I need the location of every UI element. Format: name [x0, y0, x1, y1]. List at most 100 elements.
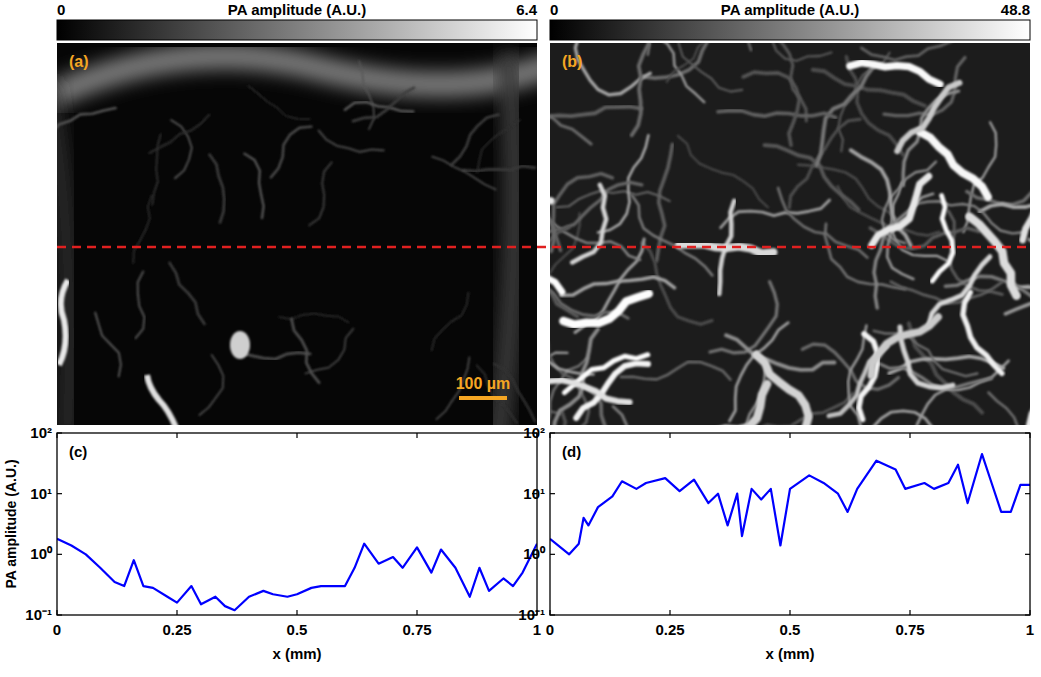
y-tick	[1025, 554, 1030, 555]
vessel-texture	[642, 243, 712, 325]
x-tick-label: 0.5	[780, 621, 801, 638]
y-tick-label: 10⁰	[30, 545, 53, 562]
image-texture	[147, 375, 177, 425]
vessel-texture	[678, 136, 768, 207]
vessel-texture	[171, 120, 192, 178]
vessel-texture	[920, 132, 988, 197]
y-tick	[550, 493, 555, 494]
vessel-texture	[850, 63, 940, 85]
vessel-texture	[679, 244, 773, 253]
vessel-texture	[240, 353, 310, 360]
vessel-texture	[550, 107, 641, 120]
vessel-texture	[149, 115, 209, 153]
y-tick-label: 10⁻¹	[25, 606, 52, 623]
scale-bar	[459, 396, 507, 400]
plot-background	[57, 433, 537, 615]
vessel-texture	[309, 162, 331, 225]
image-background	[57, 43, 537, 425]
profile-line-series	[57, 539, 537, 610]
y-tick-label: 10²	[523, 424, 545, 441]
colorbar-label: PA amplitude (A.U.)	[228, 1, 366, 18]
series-group	[57, 539, 537, 610]
vessel-texture	[871, 317, 938, 375]
vessel-texture	[752, 43, 831, 61]
vessel-texture	[305, 329, 353, 374]
x-tick	[416, 433, 417, 438]
vessel-texture	[872, 176, 929, 245]
scale-bar-label: 100 µm	[456, 375, 511, 392]
x-tick	[176, 610, 177, 615]
x-tick-label: 0.75	[402, 621, 431, 638]
x-axis-title: x (mm)	[272, 645, 321, 662]
x-tick-label: 0	[546, 621, 554, 638]
colorbar-tick-label: 48.8	[1001, 1, 1030, 18]
vessel-texture	[133, 195, 152, 262]
series-group	[550, 454, 1030, 554]
y-axis-title: PA amplitude (A.U.)	[3, 459, 19, 588]
vessel-texture	[557, 191, 670, 208]
x-tick-label: 0.75	[895, 621, 924, 638]
vessel-texture	[873, 411, 944, 425]
x-tick	[176, 433, 177, 438]
vessel-texture	[271, 127, 312, 178]
vessel-texture	[613, 407, 645, 426]
x-tick	[669, 610, 670, 615]
vessel-texture	[632, 195, 712, 275]
colorbar-tick-label: 6.4	[516, 1, 538, 18]
y-tick-label: 10²	[30, 424, 52, 441]
x-tick	[416, 610, 417, 615]
x-tick	[789, 433, 790, 438]
vessel-texture	[726, 335, 834, 370]
vessel-texture	[57, 108, 116, 134]
y-tick	[57, 493, 62, 494]
vessel-texture	[553, 329, 598, 425]
plot-frame	[550, 433, 1030, 615]
vessel-texture	[861, 43, 969, 60]
image-texture	[59, 280, 68, 365]
y-tick	[550, 554, 555, 555]
plot-frame	[57, 433, 537, 615]
vessel-texture	[632, 43, 649, 135]
x-tick	[909, 433, 910, 438]
image-texture	[57, 56, 537, 103]
vessel-texture	[874, 331, 978, 376]
vessel-texture	[969, 217, 1016, 296]
vessel-texture	[1029, 374, 1030, 425]
x-tick-label: 0.5	[287, 621, 308, 638]
x-tick-label: 1	[1026, 621, 1034, 638]
vessel-texture	[550, 73, 591, 144]
vessel-texture	[989, 393, 1025, 426]
colorbar	[550, 20, 1030, 40]
vessel-texture	[249, 86, 310, 119]
vessel-texture	[765, 145, 859, 209]
x-tick	[296, 610, 297, 615]
vessel-texture	[932, 196, 953, 282]
image-texture	[57, 83, 70, 425]
vessel-texture	[743, 72, 799, 145]
x-tick	[296, 433, 297, 438]
y-tick-label: 10¹	[523, 485, 545, 502]
y-tick-label: 10¹	[30, 485, 52, 502]
vessel-texture	[170, 263, 205, 324]
x-tick-label: 1	[533, 621, 541, 638]
vessel-texture	[980, 201, 1030, 212]
x-tick	[909, 610, 910, 615]
colorbar	[57, 20, 537, 40]
image-background	[550, 43, 1030, 425]
vessel-texture	[432, 293, 469, 351]
vessel-texture	[572, 185, 606, 263]
vessel-texture	[550, 219, 562, 293]
vessel-texture	[550, 195, 551, 207]
x-tick	[669, 433, 670, 438]
image-texture	[230, 331, 250, 359]
vessel-texture	[917, 361, 1009, 425]
vessel-texture	[879, 363, 992, 388]
vessel-texture	[95, 313, 121, 377]
vessel-texture	[319, 131, 384, 152]
profile-line-series	[550, 454, 1030, 554]
vessel-texture	[477, 120, 520, 173]
image	[57, 43, 537, 425]
vessel-texture	[963, 292, 1002, 373]
x-tick	[789, 610, 790, 615]
colorbar-tick-label: 0	[57, 1, 65, 18]
